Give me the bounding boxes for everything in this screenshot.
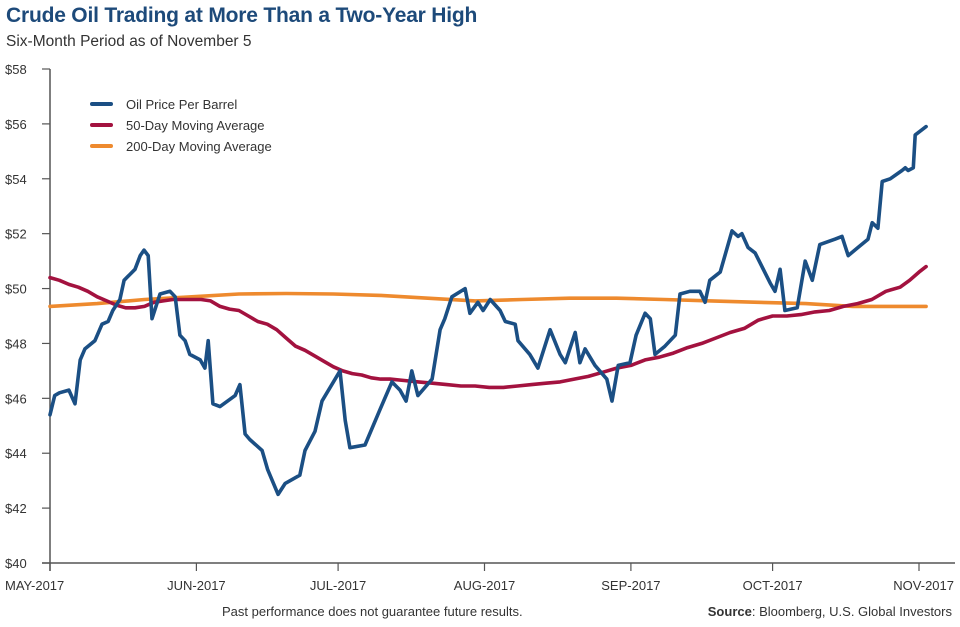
disclaimer-note: Past performance does not guarantee futu… — [222, 604, 523, 619]
y-tick-label: $48 — [5, 336, 27, 351]
legend-label: Oil Price Per Barrel — [126, 97, 237, 112]
legend-label: 200-Day Moving Average — [126, 139, 272, 154]
legend-item-200-day: 200-Day Moving Average — [90, 139, 272, 154]
x-tick-label: JUN-2017 — [167, 578, 226, 593]
y-tick-label: $44 — [5, 446, 27, 461]
legend: Oil Price Per Barrel 50-Day Moving Averag… — [90, 97, 272, 154]
y-tick-label: $54 — [5, 172, 27, 187]
y-tick-label: $58 — [5, 62, 27, 77]
series-layer — [48, 124, 928, 497]
legend-label: 50-Day Moving Average — [126, 118, 265, 133]
y-tick-label: $56 — [5, 117, 27, 132]
y-tick-label: $50 — [5, 282, 27, 297]
moving-average-50-line — [48, 264, 928, 390]
y-tick-label: $52 — [5, 227, 27, 242]
chart-title: Crude Oil Trading at More Than a Two-Yea… — [6, 4, 478, 27]
legend-item-50-day: 50-Day Moving Average — [90, 118, 265, 133]
chart-subtitle: Six-Month Period as of November 5 — [6, 33, 252, 50]
source-label: Source — [707, 604, 752, 619]
source-citation: Source: Bloomberg, U.S. Global Investors — [708, 604, 952, 619]
source-text: : Bloomberg, U.S. Global Investors — [751, 604, 952, 619]
x-tick-label: NOV-2017 — [893, 578, 954, 593]
x-tick-label: MAY-2017 — [5, 578, 64, 593]
y-axis: $40 $42 $44 $46 $48 $50 $52 $54 $56 $58 — [5, 62, 51, 571]
y-tick-label: $40 — [5, 556, 27, 571]
x-tick-label: JUL-2017 — [310, 578, 366, 593]
oil-price-line — [48, 124, 928, 497]
y-tick-label: $46 — [5, 391, 27, 406]
x-tick-label: OCT-2017 — [743, 578, 803, 593]
y-tick-label: $42 — [5, 501, 27, 516]
legend-item-oil-price: Oil Price Per Barrel — [90, 97, 237, 112]
x-tick-label: SEP-2017 — [601, 578, 660, 593]
x-axis: MAY-2017 JUN-2017 JUL-2017 AUG-2017 SEP-2017… — [5, 562, 955, 593]
x-tick-label: AUG-2017 — [454, 578, 515, 593]
